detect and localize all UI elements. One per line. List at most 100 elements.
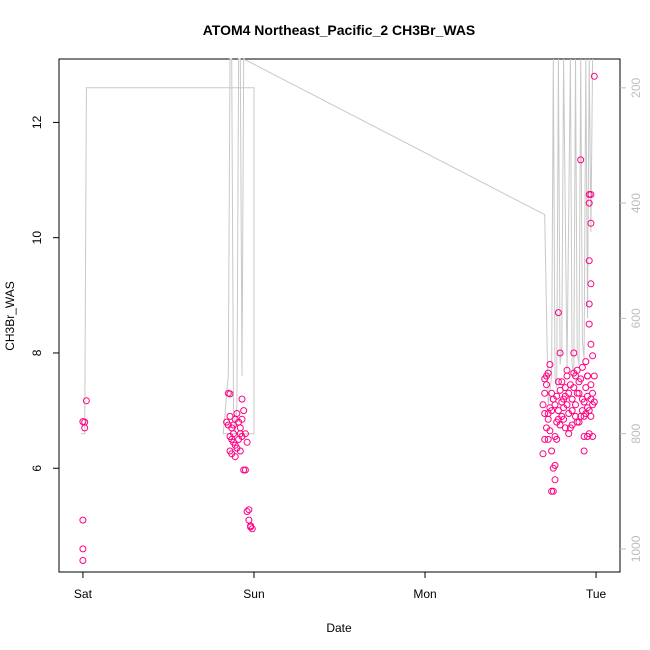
data-point <box>226 390 234 398</box>
x-axis-label: Date <box>326 621 352 635</box>
data-point <box>548 407 556 415</box>
data-point <box>573 389 581 397</box>
y2-tick-label: 400 <box>629 193 643 213</box>
data-point <box>549 487 557 495</box>
data-point <box>560 404 568 412</box>
data-point <box>544 369 552 377</box>
data-point <box>563 372 571 380</box>
data-point <box>561 392 569 400</box>
data-point <box>565 410 573 417</box>
data-point <box>580 447 588 455</box>
data-point <box>590 398 598 406</box>
data-point <box>238 415 246 423</box>
data-point <box>556 386 564 394</box>
data-point <box>589 352 597 360</box>
x-tick-label: Tue <box>586 587 607 601</box>
data-point <box>543 381 550 389</box>
data-point <box>541 410 549 417</box>
data-point <box>587 280 595 288</box>
data-point <box>587 381 595 389</box>
y-tick-label: 10 <box>30 231 44 245</box>
y2-tick-label: 800 <box>629 423 643 443</box>
y-axis-label: CH3Br_WAS <box>3 281 17 351</box>
data-point <box>539 450 547 458</box>
data-point <box>549 395 557 403</box>
data-point <box>558 378 566 386</box>
data-point <box>568 395 576 403</box>
data-point <box>79 516 87 524</box>
y-tick-label: 8 <box>30 349 44 356</box>
data-point <box>585 300 593 308</box>
x-axis: Sat Sun Mon Tue <box>74 572 607 601</box>
data-point <box>587 191 595 198</box>
data-point <box>572 401 579 409</box>
data-point <box>551 461 559 469</box>
data-point <box>572 412 579 420</box>
data-point <box>585 199 593 207</box>
data-point <box>585 257 593 265</box>
data-point <box>539 401 547 409</box>
data-point <box>582 358 590 366</box>
data-point <box>248 525 256 533</box>
data-point <box>561 424 569 432</box>
data-point <box>560 415 568 423</box>
data-point <box>589 389 597 397</box>
chart-title: ATOM4 Northeast_Pacific_2 CH3Br_WAS <box>203 22 476 38</box>
data-point <box>561 384 569 392</box>
data-point <box>580 433 588 440</box>
data-point <box>584 404 591 412</box>
data-point <box>241 466 249 474</box>
data-point <box>554 309 562 317</box>
data-point <box>82 397 90 405</box>
data-point <box>582 384 590 392</box>
data-point <box>554 378 562 386</box>
data-point <box>241 430 249 438</box>
data-point <box>541 389 549 397</box>
data-point <box>240 407 248 415</box>
data-point <box>565 430 573 438</box>
data-point <box>236 447 244 455</box>
data-point <box>585 430 593 438</box>
y2-tick-label: 1000 <box>629 535 643 562</box>
data-point <box>590 72 598 80</box>
data-point <box>584 372 591 380</box>
data-point <box>231 453 239 461</box>
data-point <box>79 418 87 426</box>
data-point <box>226 412 234 420</box>
y-tick-label: 12 <box>30 115 44 129</box>
data-point <box>587 340 595 348</box>
data-point <box>551 476 559 484</box>
data-point <box>577 412 585 420</box>
point-layer <box>79 72 598 564</box>
x-tick-label: Sun <box>243 587 264 601</box>
data-point <box>568 421 576 429</box>
plot-frame <box>58 58 621 573</box>
data-point <box>79 545 87 553</box>
y2-axis: 200 400 600 800 1000 <box>620 77 643 562</box>
data-point <box>544 435 552 443</box>
data-point <box>79 557 87 564</box>
data-point <box>584 392 591 400</box>
data-point <box>81 424 89 432</box>
data-point <box>551 433 559 440</box>
data-point <box>556 349 564 357</box>
data-point <box>570 349 578 357</box>
y-axis: 6 8 10 12 <box>30 115 59 472</box>
data-point <box>577 156 585 164</box>
data-point <box>243 438 251 446</box>
y-tick-label: 6 <box>30 465 44 472</box>
data-point <box>590 372 598 380</box>
data-point <box>546 427 554 435</box>
data-point <box>566 381 574 389</box>
x-tick-label: Sat <box>74 587 93 601</box>
x-tick-label: Mon <box>413 587 436 601</box>
data-point <box>587 412 595 420</box>
data-point <box>587 219 595 227</box>
data-point <box>243 508 251 515</box>
y2-tick-label: 200 <box>629 77 643 97</box>
y2-tick-label: 600 <box>629 308 643 328</box>
data-point <box>233 410 241 417</box>
data-point <box>554 407 562 415</box>
data-point <box>548 447 556 455</box>
